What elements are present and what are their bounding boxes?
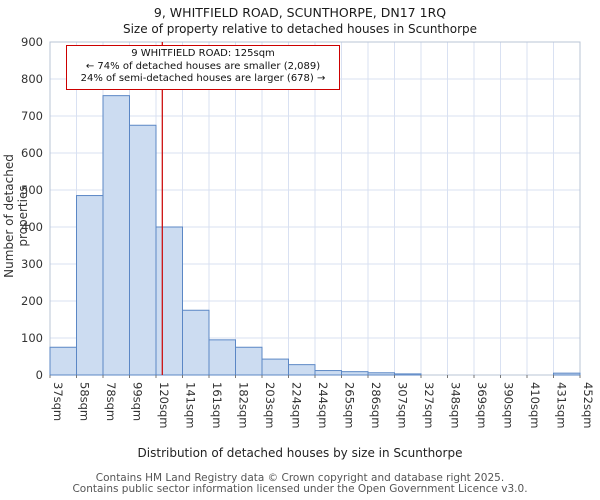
footer-copyright: Contains HM Land Registry data © Crown c…	[95, 472, 505, 484]
svg-text:369sqm: 369sqm	[475, 382, 489, 428]
footer-licence: Contains public sector information licen…	[72, 483, 528, 495]
svg-text:600: 600	[21, 146, 43, 160]
svg-text:500: 500	[21, 183, 43, 197]
svg-text:78sqm: 78sqm	[104, 382, 118, 421]
svg-text:100: 100	[21, 331, 43, 345]
svg-text:99sqm: 99sqm	[131, 382, 145, 421]
svg-text:800: 800	[21, 72, 43, 86]
annotation-line-1: 9 WHITFIELD ROAD: 125sqm	[131, 48, 275, 59]
svg-text:327sqm: 327sqm	[422, 382, 436, 428]
svg-text:265sqm: 265sqm	[343, 382, 357, 428]
svg-text:286sqm: 286sqm	[369, 382, 383, 428]
svg-text:182sqm: 182sqm	[237, 382, 251, 428]
svg-text:390sqm: 390sqm	[502, 382, 516, 428]
chart-subtitle: Size of property relative to detached ho…	[122, 22, 478, 36]
marker-annotation-box: 9 WHITFIELD ROAD: 125sqm ← 74% of detach…	[66, 45, 340, 90]
annotation-line-3: 24% of semi-detached houses are larger (…	[80, 73, 326, 84]
svg-text:431sqm: 431sqm	[555, 382, 569, 428]
x-axis-label: Distribution of detached houses by size …	[137, 446, 463, 460]
svg-text:161sqm: 161sqm	[210, 382, 224, 428]
svg-text:203sqm: 203sqm	[263, 382, 277, 428]
svg-text:410sqm: 410sqm	[528, 382, 542, 428]
svg-text:900: 900	[21, 35, 43, 49]
chart-svg: 0 100 200 300 400 500 600 700 800 900 37sqm 58sqm 78…	[21, 35, 595, 428]
svg-text:244sqm: 244sqm	[316, 382, 330, 428]
svg-text:307sqm: 307sqm	[396, 382, 410, 428]
svg-text:141sqm: 141sqm	[184, 382, 198, 428]
svg-text:348sqm: 348sqm	[449, 382, 463, 428]
svg-text:400: 400	[21, 220, 43, 234]
svg-text:37sqm: 37sqm	[51, 382, 65, 421]
svg-text:300: 300	[21, 257, 43, 271]
chart-title: 9, WHITFIELD ROAD, SCUNTHORPE, DN17 1RQ	[153, 5, 447, 20]
svg-text:58sqm: 58sqm	[78, 382, 92, 421]
svg-text:700: 700	[21, 109, 43, 123]
svg-text:0: 0	[36, 368, 43, 382]
svg-text:224sqm: 224sqm	[290, 382, 304, 428]
svg-text:200: 200	[21, 294, 43, 308]
svg-text:120sqm: 120sqm	[157, 382, 171, 428]
svg-text:452sqm: 452sqm	[581, 382, 595, 428]
annotation-line-2: ← 74% of detached houses are smaller (2,…	[85, 60, 321, 72]
